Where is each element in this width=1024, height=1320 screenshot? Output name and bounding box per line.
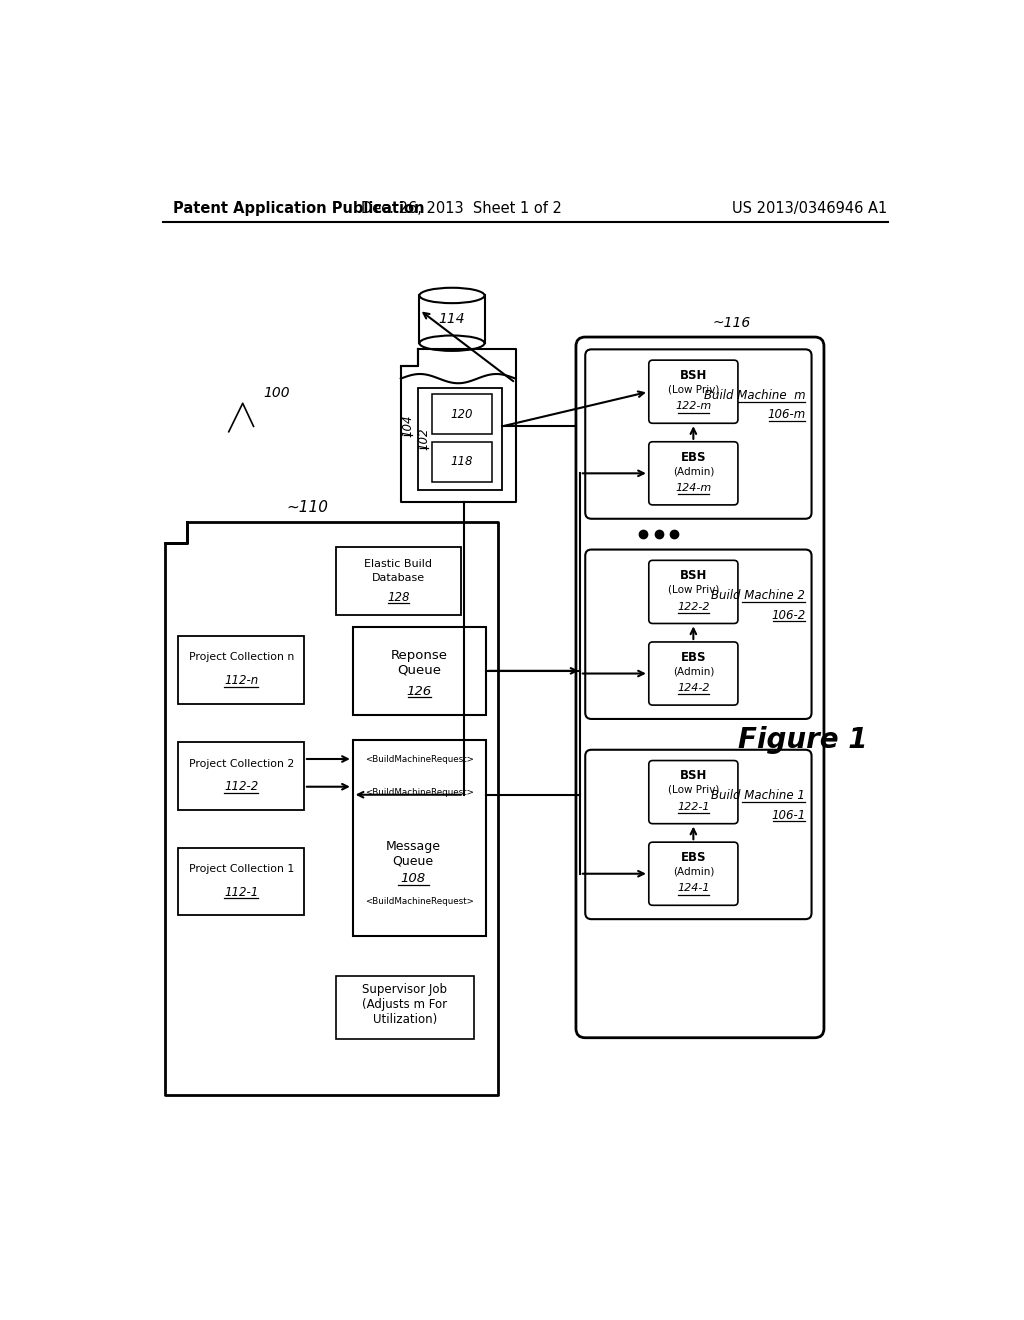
- Text: Build Machine  m: Build Machine m: [703, 389, 805, 403]
- Text: 124-m: 124-m: [675, 483, 712, 492]
- Text: 114: 114: [438, 313, 465, 326]
- FancyBboxPatch shape: [586, 549, 812, 719]
- Text: 112-n: 112-n: [224, 675, 258, 686]
- Text: 106-2: 106-2: [771, 609, 805, 622]
- FancyBboxPatch shape: [649, 642, 738, 705]
- Text: 122-1: 122-1: [677, 801, 710, 812]
- Text: 106-m: 106-m: [767, 408, 805, 421]
- Ellipse shape: [420, 335, 484, 351]
- Bar: [336, 977, 474, 1039]
- Text: (Low Priv): (Low Priv): [668, 585, 719, 594]
- Text: (Low Priv): (Low Priv): [668, 785, 719, 795]
- Text: (Admin): (Admin): [673, 466, 714, 477]
- Text: 108: 108: [400, 871, 426, 884]
- Text: BSH: BSH: [680, 569, 707, 582]
- Text: (Admin): (Admin): [673, 667, 714, 676]
- Bar: [418, 388, 502, 490]
- Text: US 2013/0346946 A1: US 2013/0346946 A1: [732, 201, 888, 216]
- Text: Queue: Queue: [392, 854, 434, 867]
- Text: 124-2: 124-2: [677, 684, 710, 693]
- Text: Project Collection 1: Project Collection 1: [188, 865, 294, 874]
- FancyBboxPatch shape: [649, 442, 738, 506]
- Text: 124-1: 124-1: [677, 883, 710, 894]
- FancyBboxPatch shape: [649, 360, 738, 424]
- Text: (Adjusts m For: (Adjusts m For: [362, 998, 447, 1011]
- Text: Database: Database: [372, 573, 425, 583]
- Text: Build Machine 2: Build Machine 2: [712, 589, 805, 602]
- Text: 122-m: 122-m: [675, 401, 712, 412]
- FancyBboxPatch shape: [586, 750, 812, 919]
- Text: Reponse: Reponse: [391, 649, 447, 663]
- Bar: [178, 742, 304, 810]
- Text: ~116: ~116: [713, 317, 751, 330]
- Text: Dec. 26, 2013  Sheet 1 of 2: Dec. 26, 2013 Sheet 1 of 2: [360, 201, 562, 216]
- Text: 100: 100: [263, 387, 290, 400]
- Bar: [432, 442, 493, 482]
- Bar: [352, 627, 486, 715]
- Text: Project Collection 2: Project Collection 2: [188, 759, 294, 768]
- Text: Build Machine 1: Build Machine 1: [712, 789, 805, 803]
- FancyBboxPatch shape: [649, 842, 738, 906]
- Text: Message: Message: [386, 840, 440, 853]
- Text: 106-1: 106-1: [771, 809, 805, 822]
- FancyBboxPatch shape: [575, 337, 824, 1038]
- Text: <BuildMachineRequest>: <BuildMachineRequest>: [365, 788, 474, 796]
- Text: <BuildMachineRequest>: <BuildMachineRequest>: [365, 755, 474, 763]
- Text: (Low Priv): (Low Priv): [668, 384, 719, 395]
- Text: Figure 1: Figure 1: [737, 726, 867, 754]
- Text: EBS: EBS: [681, 651, 707, 664]
- Text: EBS: EBS: [681, 851, 707, 865]
- Text: BSH: BSH: [680, 370, 707, 381]
- Text: Utilization): Utilization): [373, 1012, 437, 1026]
- Text: EBS: EBS: [681, 450, 707, 463]
- FancyBboxPatch shape: [649, 561, 738, 623]
- Text: Supervisor Job: Supervisor Job: [362, 983, 447, 997]
- Text: 112-2: 112-2: [224, 780, 258, 793]
- Bar: [400, 350, 515, 502]
- FancyBboxPatch shape: [586, 350, 812, 519]
- Bar: [352, 739, 486, 936]
- Text: ~110: ~110: [287, 500, 329, 516]
- Text: 104: 104: [401, 414, 415, 437]
- Text: Project Collection n: Project Collection n: [188, 652, 294, 663]
- Bar: [336, 548, 461, 615]
- Bar: [178, 847, 304, 915]
- Text: 128: 128: [387, 591, 410, 603]
- Bar: [165, 521, 499, 1096]
- Text: BSH: BSH: [680, 770, 707, 783]
- Text: 102: 102: [418, 428, 430, 450]
- Bar: [432, 395, 493, 434]
- Text: Patent Application Publication: Patent Application Publication: [173, 201, 425, 216]
- Text: 122-2: 122-2: [677, 602, 710, 611]
- Text: 120: 120: [451, 408, 473, 421]
- Text: 126: 126: [407, 685, 432, 698]
- Text: <BuildMachineRequest>: <BuildMachineRequest>: [365, 898, 474, 906]
- Text: Elastic Build: Elastic Build: [365, 560, 432, 569]
- Bar: [178, 636, 304, 704]
- FancyBboxPatch shape: [649, 760, 738, 824]
- Text: Queue: Queue: [397, 664, 441, 677]
- Text: 118: 118: [451, 455, 473, 469]
- Text: 112-1: 112-1: [224, 886, 258, 899]
- Ellipse shape: [420, 288, 484, 304]
- Text: (Admin): (Admin): [673, 866, 714, 876]
